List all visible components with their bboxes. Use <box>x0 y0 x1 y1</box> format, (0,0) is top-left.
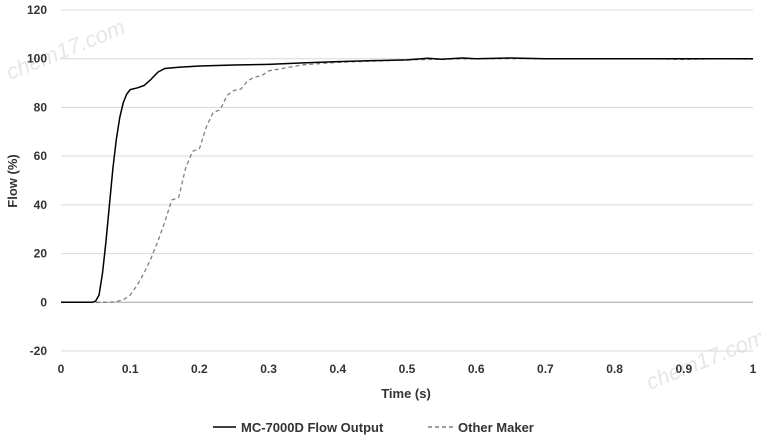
legend: MC-7000D Flow Output Other Maker <box>213 420 534 435</box>
x-tick-label: 0.4 <box>329 362 346 376</box>
x-tick-label: 0.5 <box>399 362 416 376</box>
x-tick-label: 0.6 <box>468 362 485 376</box>
y-axis-title: Flow (%) <box>5 154 20 207</box>
legend-label-other-maker: Other Maker <box>458 420 534 435</box>
series-layer <box>61 57 754 304</box>
y-tick-label: 80 <box>34 100 48 114</box>
y-tick-label: 0 <box>40 295 47 309</box>
series-line-mc7000d <box>61 57 753 304</box>
y-tick-label: 40 <box>34 198 48 212</box>
series-line-other-maker <box>61 58 754 303</box>
x-tick-label: 0 <box>58 362 65 376</box>
y-tick-label: 60 <box>34 149 48 163</box>
y-tick-label: -20 <box>30 344 48 358</box>
x-axis-title: Time (s) <box>381 386 431 401</box>
watermark-top-left: chem17.com <box>3 14 129 84</box>
x-tick-label: 0.9 <box>675 362 692 376</box>
y-tick-label: 120 <box>27 3 47 17</box>
x-tick-label: 0.7 <box>537 362 554 376</box>
grid-layer <box>61 9 753 352</box>
legend-label-mc7000d: MC-7000D Flow Output <box>241 420 384 435</box>
x-tick-label: 1 <box>750 362 757 376</box>
y-tick-label: 20 <box>34 247 48 261</box>
tick-layer: 120 100 80 60 40 20 0 -20 0 0.1 0.2 0.3 0.4 0.5 0.6 0.7… <box>27 3 757 376</box>
x-tick-label: 0.3 <box>260 362 277 376</box>
x-tick-label: 0.2 <box>191 362 208 376</box>
x-tick-label: 0.1 <box>122 362 139 376</box>
watermark-bottom-right: chem17.com <box>643 324 761 394</box>
x-tick-label: 0.8 <box>606 362 623 376</box>
y-tick-label: 100 <box>27 52 47 66</box>
